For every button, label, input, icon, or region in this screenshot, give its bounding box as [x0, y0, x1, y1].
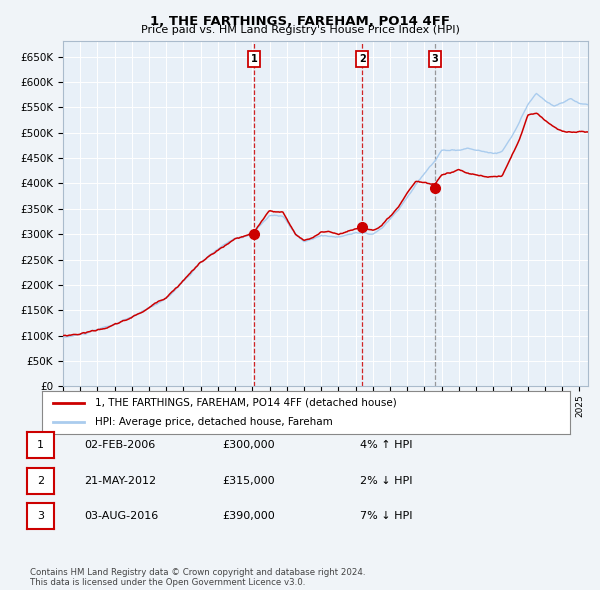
Text: 1: 1 — [37, 441, 44, 450]
Text: 2: 2 — [37, 476, 44, 486]
Text: 03-AUG-2016: 03-AUG-2016 — [84, 512, 158, 521]
Text: 3: 3 — [431, 54, 438, 64]
Text: 7% ↓ HPI: 7% ↓ HPI — [360, 512, 413, 521]
Text: £315,000: £315,000 — [222, 476, 275, 486]
Text: 21-MAY-2012: 21-MAY-2012 — [84, 476, 156, 486]
Text: 02-FEB-2006: 02-FEB-2006 — [84, 441, 155, 450]
Text: Contains HM Land Registry data © Crown copyright and database right 2024.
This d: Contains HM Land Registry data © Crown c… — [30, 568, 365, 587]
Text: £300,000: £300,000 — [222, 441, 275, 450]
Text: 1: 1 — [251, 54, 257, 64]
Text: 1, THE FARTHINGS, FAREHAM, PO14 4FF (detached house): 1, THE FARTHINGS, FAREHAM, PO14 4FF (det… — [95, 398, 397, 408]
Text: 2: 2 — [359, 54, 366, 64]
Text: Price paid vs. HM Land Registry's House Price Index (HPI): Price paid vs. HM Land Registry's House … — [140, 25, 460, 35]
Text: 4% ↑ HPI: 4% ↑ HPI — [360, 441, 413, 450]
Text: 2% ↓ HPI: 2% ↓ HPI — [360, 476, 413, 486]
Text: 3: 3 — [37, 512, 44, 521]
Text: HPI: Average price, detached house, Fareham: HPI: Average price, detached house, Fare… — [95, 417, 332, 427]
Text: 1, THE FARTHINGS, FAREHAM, PO14 4FF: 1, THE FARTHINGS, FAREHAM, PO14 4FF — [150, 15, 450, 28]
Text: £390,000: £390,000 — [222, 512, 275, 521]
